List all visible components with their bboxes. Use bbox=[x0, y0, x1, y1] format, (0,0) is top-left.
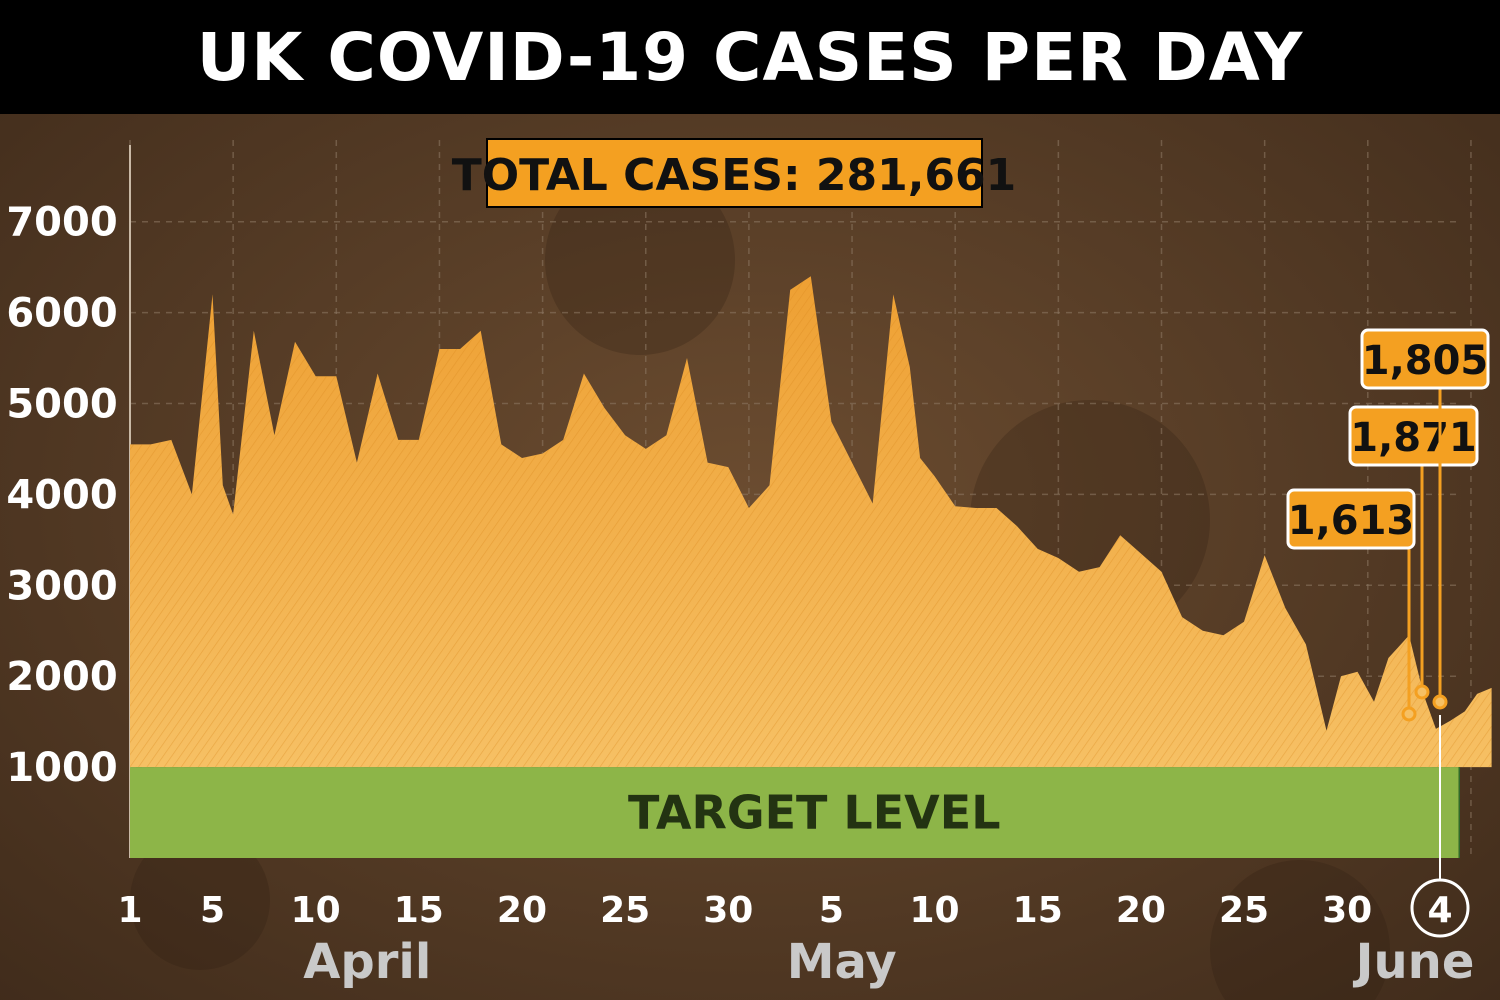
x-tick-label: 10 bbox=[291, 890, 341, 931]
total-cases-bg bbox=[486, 138, 983, 208]
x-tick-label: 25 bbox=[1219, 890, 1269, 931]
total-cases-box: TOTAL CASES: 281,661 bbox=[452, 138, 1017, 208]
total-cases-label: TOTAL CASES: 281,661 bbox=[452, 150, 1017, 201]
month-label: June bbox=[1353, 934, 1475, 990]
callout-marker bbox=[1414, 684, 1430, 700]
chart-title: UK COVID-19 CASES PER DAY bbox=[196, 18, 1304, 96]
callout-marker bbox=[1432, 694, 1448, 710]
y-tick-label: 3000 bbox=[6, 563, 117, 609]
callout-box bbox=[1360, 328, 1490, 390]
y-tick-label: 1000 bbox=[6, 745, 117, 791]
target-level-band-end bbox=[1458, 767, 1460, 858]
y-tick-label: 5000 bbox=[6, 382, 117, 428]
month-label: April bbox=[303, 934, 431, 990]
x-tick-label: 30 bbox=[1322, 890, 1372, 931]
callouts: 1,613 1,871 1,805 bbox=[1286, 328, 1490, 722]
x-tick-label: 5 bbox=[200, 890, 225, 931]
x-tick-label: 20 bbox=[497, 890, 547, 931]
x-tick-label: 10 bbox=[910, 890, 960, 931]
x-tick-label: 30 bbox=[703, 890, 753, 931]
x-tick-label: 1 bbox=[117, 890, 142, 931]
y-tick-label: 4000 bbox=[6, 472, 117, 518]
x-tick-label: 4 bbox=[1427, 890, 1452, 931]
x-tick-label: 20 bbox=[1116, 890, 1166, 931]
callout-label: 1,613 bbox=[1288, 498, 1415, 544]
x-tick-label: 25 bbox=[600, 890, 650, 931]
area-layer bbox=[130, 276, 1492, 768]
month-labels: April May June bbox=[303, 934, 1474, 990]
x-tick-label: 5 bbox=[819, 890, 844, 931]
y-tick-label: 7000 bbox=[6, 200, 117, 246]
highlight-day-circle bbox=[1410, 878, 1470, 938]
title-bar: UK COVID-19 CASES PER DAY bbox=[0, 0, 1500, 114]
y-axis: 7000 6000 5000 4000 3000 2000 1000 bbox=[6, 200, 117, 791]
callout-label: 1,871 bbox=[1350, 415, 1477, 461]
target-level-label: TARGET LEVEL bbox=[628, 786, 1000, 840]
y-tick-label: 2000 bbox=[6, 654, 117, 700]
x-axis: 1 5 10 15 20 25 30 5 10 15 20 25 30 4 bbox=[117, 715, 1470, 938]
x-tick-label: 15 bbox=[394, 890, 444, 931]
callout-box bbox=[1348, 405, 1479, 467]
x-tick-label: 15 bbox=[1013, 890, 1063, 931]
month-label: May bbox=[787, 934, 897, 990]
callout-box bbox=[1286, 488, 1416, 550]
cases-area-hatch bbox=[130, 276, 1492, 768]
y-tick-label: 6000 bbox=[6, 291, 117, 337]
callout-label: 1,805 bbox=[1362, 338, 1489, 384]
callout-marker bbox=[1401, 706, 1417, 722]
target-level-band bbox=[130, 767, 1459, 858]
